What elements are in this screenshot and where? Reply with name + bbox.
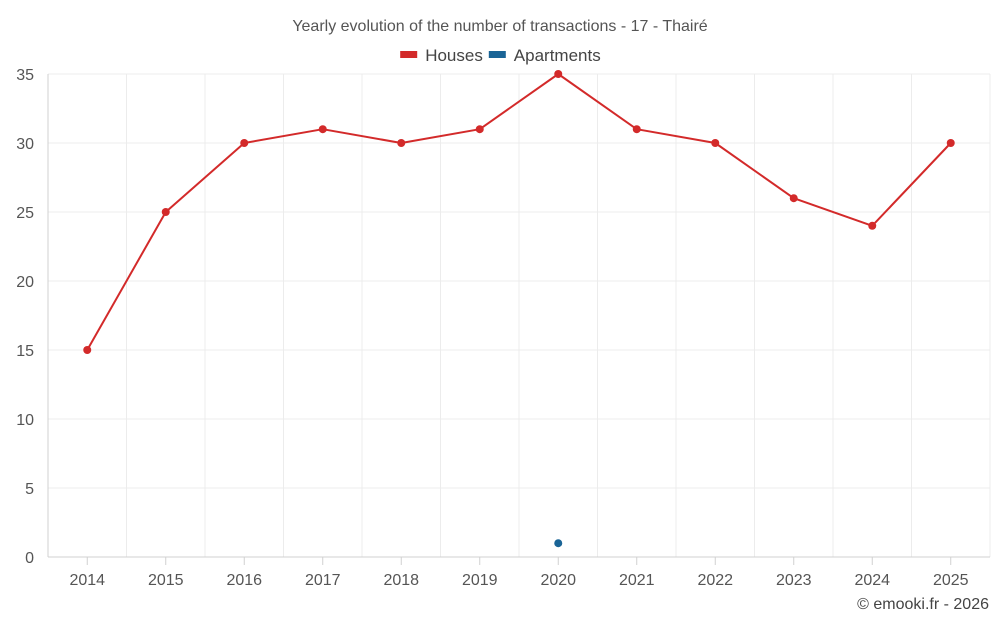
x-tick-label: 2019 [462, 572, 498, 589]
series-houses [83, 70, 955, 354]
legend-item-apartments: Apartments [488, 46, 601, 65]
y-axis-ticks: 0 5 10 15 20 25 30 35 [16, 67, 34, 567]
x-tick-label: 2017 [305, 572, 341, 589]
legend-label-houses: Houses [425, 46, 483, 65]
y-tick-label: 15 [16, 343, 34, 360]
x-tick-label: 2014 [69, 572, 105, 589]
y-tick-label: 0 [25, 550, 34, 567]
y-tick-label: 35 [16, 67, 34, 84]
x-axis-ticks: 2014 2015 2016 2017 2018 2019 2020 2021 2022 2023… [69, 572, 968, 589]
x-tick-label: 2022 [697, 572, 733, 589]
x-tick-label: 2015 [148, 572, 184, 589]
data-point-houses [475, 125, 484, 134]
credit-text: © emooki.fr - 2026 [857, 596, 989, 613]
axes [47, 74, 990, 565]
x-tick-label: 2023 [776, 572, 812, 589]
data-point-apartments [554, 539, 563, 548]
data-point-houses [83, 346, 92, 354]
x-tick-label: 2024 [854, 572, 890, 589]
data-point-houses [711, 139, 720, 147]
data-point-houses [318, 125, 327, 134]
legend-label-apartments: Apartments [514, 46, 601, 65]
x-tick-label: 2025 [933, 572, 969, 589]
series-apartments [554, 539, 563, 548]
legend-swatch-apartments [488, 51, 506, 58]
data-point-houses [554, 70, 563, 78]
data-point-houses [161, 208, 170, 216]
x-tick-label: 2020 [540, 572, 576, 589]
legend: Houses Apartments [400, 46, 601, 65]
legend-swatch-houses [400, 51, 418, 58]
grid [47, 73, 991, 557]
data-point-houses [946, 139, 955, 147]
series-group [83, 70, 955, 548]
y-tick-label: 10 [16, 412, 34, 429]
y-tick-label: 20 [16, 274, 34, 291]
y-tick-label: 5 [25, 481, 34, 498]
data-point-houses [868, 221, 877, 230]
x-tick-label: 2016 [226, 572, 262, 589]
y-tick-label: 30 [16, 136, 34, 153]
data-point-houses [789, 194, 798, 203]
x-tick-label: 2021 [619, 572, 655, 589]
y-tick-label: 25 [16, 205, 34, 222]
data-point-houses [397, 139, 406, 147]
data-point-houses [240, 139, 249, 147]
x-tick-label: 2018 [383, 572, 419, 589]
chart-title: Yearly evolution of the number of transa… [292, 18, 707, 35]
data-point-houses [632, 125, 641, 134]
series-line-houses [86, 73, 952, 351]
legend-item-houses: Houses [400, 46, 483, 65]
